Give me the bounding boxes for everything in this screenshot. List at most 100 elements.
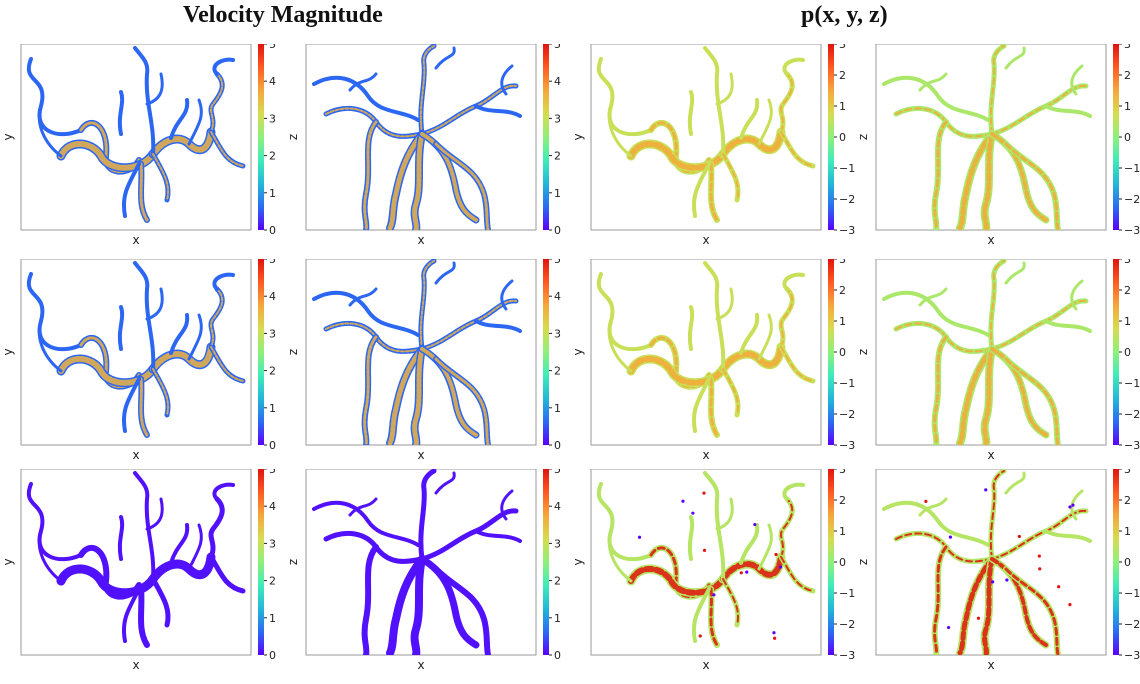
colorbar-tick-label: 4 <box>554 500 561 513</box>
x-axis-label: x <box>987 233 994 247</box>
vessel-segment <box>37 319 63 373</box>
plot-svg: x y 0 1 2 3 4 5 <box>1 469 276 672</box>
vessel-segment <box>1004 471 1026 495</box>
panel-r3-c2: x z 0 1 2 3 4 5 <box>286 469 561 672</box>
vessel-highlight <box>419 260 435 350</box>
vessel-segment <box>739 98 760 140</box>
y-axis-label: y <box>1 348 15 355</box>
pressure-spike <box>691 511 695 515</box>
colorbar-tick-label: 4 <box>269 290 276 303</box>
vessel-tree <box>882 469 1092 655</box>
vessel-segment <box>212 272 235 291</box>
vessel-tree <box>596 46 816 223</box>
vessel-highlight <box>210 131 244 167</box>
colorbar-tick-label: 2 <box>269 575 276 588</box>
colorbar <box>543 259 549 445</box>
colorbar-tick-label: −3 <box>839 439 855 452</box>
x-axis-label: x <box>132 448 139 462</box>
colorbar <box>1113 259 1119 445</box>
y-axis-label: y <box>571 558 585 565</box>
vessel-segment <box>782 482 805 501</box>
colorbar-tick-label: 2 <box>839 494 846 507</box>
vessel-segment <box>757 98 773 146</box>
vessel-segment <box>1004 261 1026 285</box>
colorbar <box>828 259 834 445</box>
vessel-segment <box>739 523 760 565</box>
colorbar-tick-label: 5 <box>554 44 561 51</box>
vessel-segment <box>500 64 514 96</box>
vessel-segment <box>757 523 773 571</box>
colorbar-tick-label: 3 <box>554 537 561 550</box>
vessel-highlight <box>139 377 149 437</box>
colorbar-tick-label: 1 <box>269 187 276 200</box>
vessel-tree <box>882 44 1092 230</box>
vessel-highlight <box>709 587 719 647</box>
pressure-spike <box>702 548 707 552</box>
vessel-highlight <box>780 288 794 348</box>
colorbar-tick-label: 0 <box>839 131 846 144</box>
vessel-tree <box>596 471 816 648</box>
vessel-highlight <box>957 131 995 230</box>
x-axis-label: x <box>132 658 139 672</box>
panel-r2-c4: x z −3 −2 −1 0 1 2 3 <box>856 259 1140 462</box>
colorbar-tick-label: 2 <box>1124 284 1131 297</box>
vessel-highlight <box>1004 567 1060 655</box>
vessel-segment <box>208 554 246 594</box>
pressure-spike <box>637 535 642 539</box>
velocity-magnitude-title: Velocity Magnitude <box>183 2 383 28</box>
vessel-tree <box>26 46 246 223</box>
x-axis-label: x <box>702 233 709 247</box>
y-axis-label: z <box>856 559 870 565</box>
vessel-segment <box>703 471 726 581</box>
vessel-highlight <box>412 346 425 445</box>
colorbar-tick-label: −2 <box>1124 408 1140 421</box>
pressure-spike <box>698 634 702 638</box>
vessel-segment <box>434 261 456 285</box>
colorbar-tick-label: 2 <box>839 284 846 297</box>
vessel-highlight <box>152 153 169 201</box>
vessel-segment <box>133 471 156 581</box>
pressure-spike <box>745 570 749 574</box>
colorbar-tick-label: −1 <box>839 162 855 175</box>
colorbar <box>1113 469 1119 655</box>
pressure-spike <box>1057 585 1061 589</box>
vessel-segment <box>757 313 773 361</box>
colorbar <box>258 259 264 445</box>
vessel-segment <box>117 305 125 351</box>
pressure-spike <box>772 631 776 635</box>
vessel-segment <box>882 75 990 122</box>
colorbar-tick-label: −1 <box>1124 162 1140 175</box>
panel-r1-c1: x y 0 1 2 3 4 5 <box>1 44 276 247</box>
colorbar-tick-label: 1 <box>554 187 561 200</box>
vessel-segment <box>715 287 734 321</box>
x-axis-label: x <box>987 658 994 672</box>
colorbar-tick-label: 0 <box>269 224 276 237</box>
plot-svg: x z −3 −2 −1 0 1 2 3 <box>856 469 1140 672</box>
vessel-highlight <box>210 73 224 133</box>
pressure-spike <box>1037 554 1041 558</box>
panel-r1-c2: x z 0 1 2 3 4 5 <box>286 44 561 247</box>
vessel-segment <box>133 46 156 156</box>
panel-r2-c1: x y 0 1 2 3 4 5 <box>1 259 276 462</box>
colorbar-tick-label: −2 <box>839 618 855 631</box>
panel-r3-c3: x y −3 −2 −1 0 1 2 3 <box>571 469 855 672</box>
vessel-segment <box>145 287 164 321</box>
plot-svg: x z −3 −2 −1 0 1 2 3 <box>856 44 1140 247</box>
vessel-segment <box>500 279 514 311</box>
vessel-segment <box>607 319 633 373</box>
vessel-segment <box>312 500 420 547</box>
vessel-highlight <box>709 162 719 222</box>
y-axis-label: z <box>856 134 870 140</box>
vessel-highlight <box>434 357 490 445</box>
vessel-tree <box>596 261 816 438</box>
vessel-highlight <box>210 288 224 348</box>
vessel-highlight <box>989 45 1005 135</box>
colorbar-tick-label: 5 <box>269 259 276 266</box>
y-axis-label: z <box>286 134 300 140</box>
x-axis-label: x <box>417 448 424 462</box>
colorbar <box>543 469 549 655</box>
vessel-segment <box>434 471 456 495</box>
colorbar-tick-label: 1 <box>839 315 846 328</box>
plot-svg: x z 0 1 2 3 4 5 <box>286 259 561 462</box>
x-axis-label: x <box>702 658 709 672</box>
